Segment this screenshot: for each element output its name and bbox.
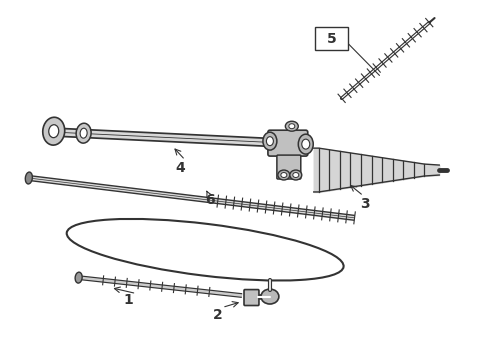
Text: 3: 3	[360, 197, 369, 211]
Text: 4: 4	[175, 161, 185, 175]
Text: 5: 5	[327, 32, 337, 46]
Ellipse shape	[302, 139, 310, 149]
Ellipse shape	[76, 123, 91, 143]
FancyBboxPatch shape	[277, 155, 301, 179]
Text: 1: 1	[123, 293, 133, 306]
Ellipse shape	[43, 117, 65, 145]
Ellipse shape	[261, 289, 279, 304]
Ellipse shape	[281, 172, 287, 177]
Ellipse shape	[25, 172, 32, 184]
Ellipse shape	[290, 170, 302, 180]
FancyBboxPatch shape	[244, 289, 259, 306]
FancyBboxPatch shape	[315, 27, 348, 50]
Ellipse shape	[263, 132, 277, 150]
Ellipse shape	[75, 272, 82, 283]
Text: 2: 2	[213, 309, 223, 323]
Ellipse shape	[267, 137, 273, 146]
Ellipse shape	[298, 134, 313, 154]
Ellipse shape	[293, 172, 299, 177]
Ellipse shape	[289, 124, 295, 129]
Ellipse shape	[49, 125, 59, 138]
Ellipse shape	[285, 121, 298, 131]
Ellipse shape	[278, 170, 290, 180]
FancyBboxPatch shape	[268, 130, 308, 156]
Text: 6: 6	[205, 193, 215, 207]
Ellipse shape	[80, 128, 87, 138]
